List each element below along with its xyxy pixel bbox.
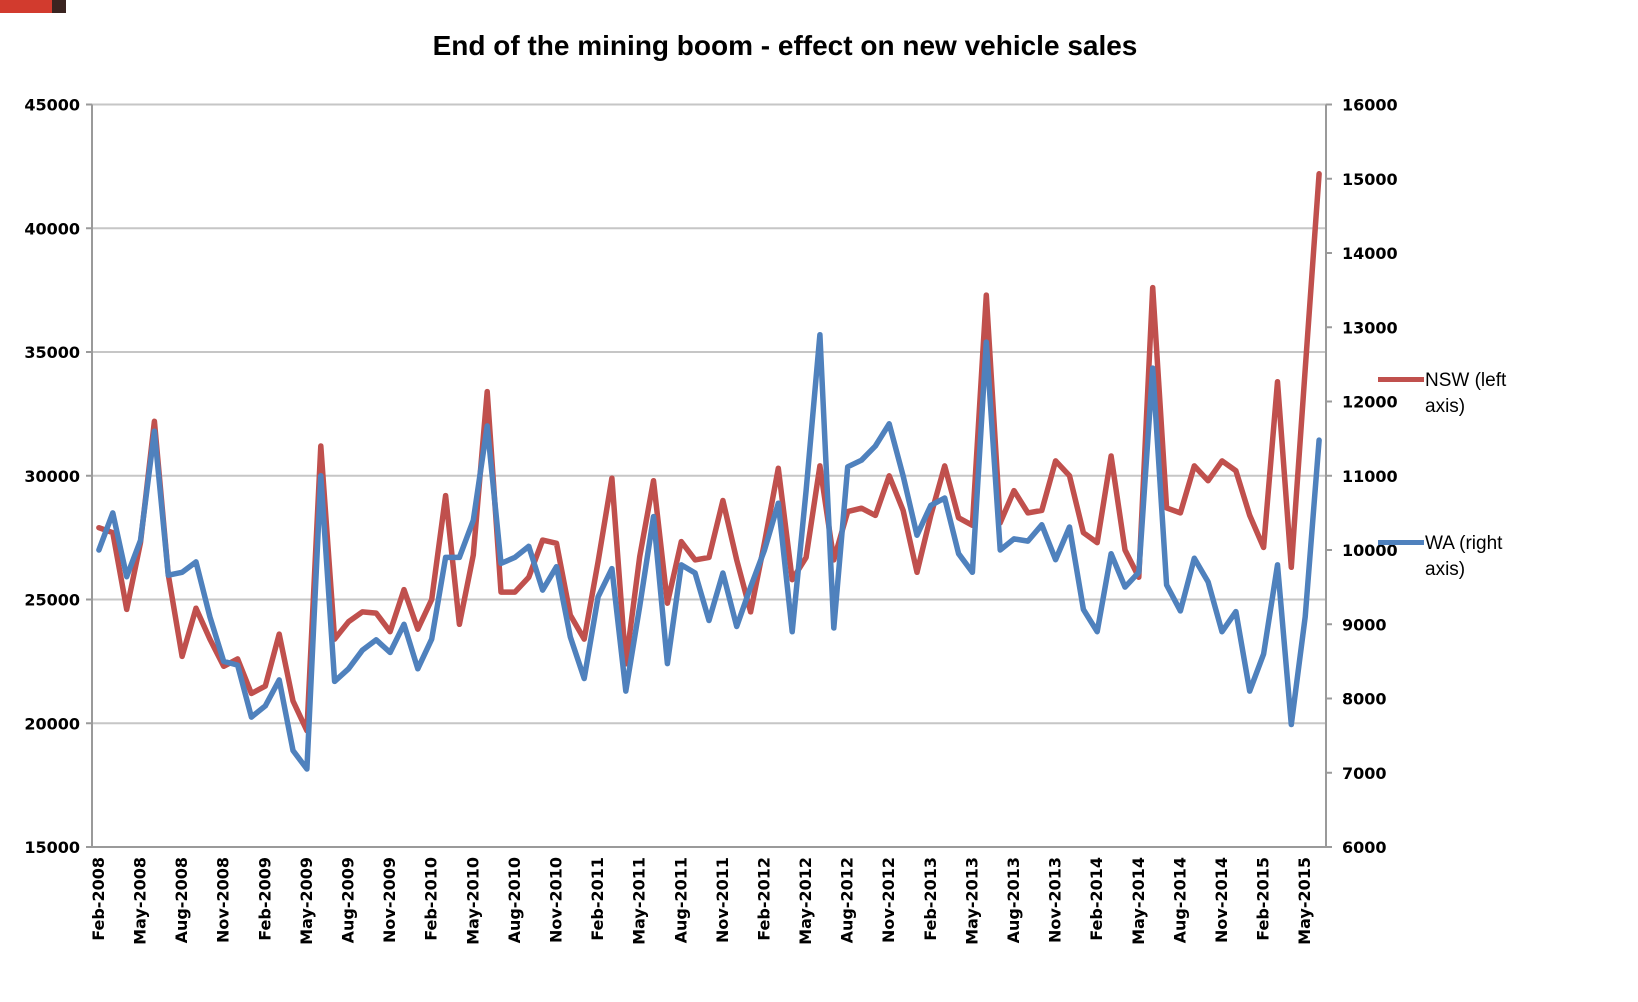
left-axis-tick-label: 25000 [24,591,80,610]
x-axis-label: Aug-2011 [671,857,690,943]
nsw-line-swatch-icon [1378,377,1424,382]
chart-title: End of the mining boom - effect on new v… [432,30,1138,61]
x-axis-label: Feb-2015 [1254,857,1273,941]
legend-label-wa: WA (right axis) [1425,533,1503,580]
x-axis-label: Aug-2012 [838,857,857,943]
legend-item-wa: WA (right axis) [1378,531,1537,582]
x-axis-label: May-2008 [131,857,150,945]
x-axis-label: Aug-2014 [1170,857,1189,943]
right-axis-tick-label: 16000 [1342,96,1398,115]
legend-label-nsw: NSW (left axis) [1425,370,1507,417]
left-axis-tick-label: 15000 [24,838,80,857]
corner-red-bar [0,0,52,13]
x-axis-label: May-2010 [463,857,482,945]
right-axis-tick-label: 8000 [1342,690,1387,709]
left-axis-tick-label: 20000 [24,714,80,733]
x-axis-label: Feb-2008 [89,857,108,941]
x-axis-label: Feb-2011 [588,857,607,941]
x-axis-label: May-2011 [630,857,649,945]
x-axis-label: Nov-2010 [546,857,565,943]
x-axis-label: Nov-2008 [214,857,233,943]
x-axis-label: Nov-2009 [380,857,399,943]
series-line-nsw [96,171,1322,734]
x-axis-label: Nov-2012 [879,857,898,943]
right-axis-tick-label: 10000 [1342,541,1398,560]
x-axis-label: Aug-2009 [339,857,358,943]
x-axis-label: Feb-2012 [754,857,773,941]
x-axis-label: Feb-2009 [255,857,274,941]
x-axis-label: Feb-2014 [1087,857,1106,941]
right-axis-tick-label: 15000 [1342,170,1398,189]
series-line-wa [96,331,1322,772]
right-axis-tick-label: 6000 [1342,838,1387,857]
left-axis-tick-label: 30000 [24,467,80,486]
x-axis-label: May-2014 [1129,857,1148,945]
x-axis-label: May-2015 [1295,857,1314,945]
x-axis-label: May-2012 [796,857,815,945]
left-axis-tick-label: 35000 [24,343,80,362]
right-axis-tick-label: 13000 [1342,318,1398,337]
x-axis-label: Aug-2013 [1004,857,1023,943]
x-axis-label: Nov-2014 [1212,857,1231,943]
x-axis-label: May-2013 [962,857,981,945]
right-axis-tick-label: 12000 [1342,393,1398,412]
left-axis-tick-label: 45000 [24,96,80,115]
right-axis-tick-label: 7000 [1342,764,1387,783]
legend-item-nsw: NSW (left axis) [1378,368,1537,419]
wa-line-swatch-icon [1378,540,1424,545]
x-axis-label: Feb-2013 [921,857,940,941]
x-axis-label: Feb-2010 [422,857,441,941]
x-axis-label: Nov-2013 [1046,857,1065,943]
left-axis-tick-label: 40000 [24,219,80,238]
right-axis-tick-label: 11000 [1342,467,1398,486]
right-axis-tick-label: 9000 [1342,615,1387,634]
x-axis-label: May-2009 [297,857,316,945]
x-axis-label: Aug-2010 [505,857,524,943]
x-axis-label: Aug-2008 [172,857,191,943]
right-axis-tick-label: 14000 [1342,244,1398,263]
x-axis-label: Nov-2011 [713,857,732,943]
corner-dark-bar [52,0,66,13]
